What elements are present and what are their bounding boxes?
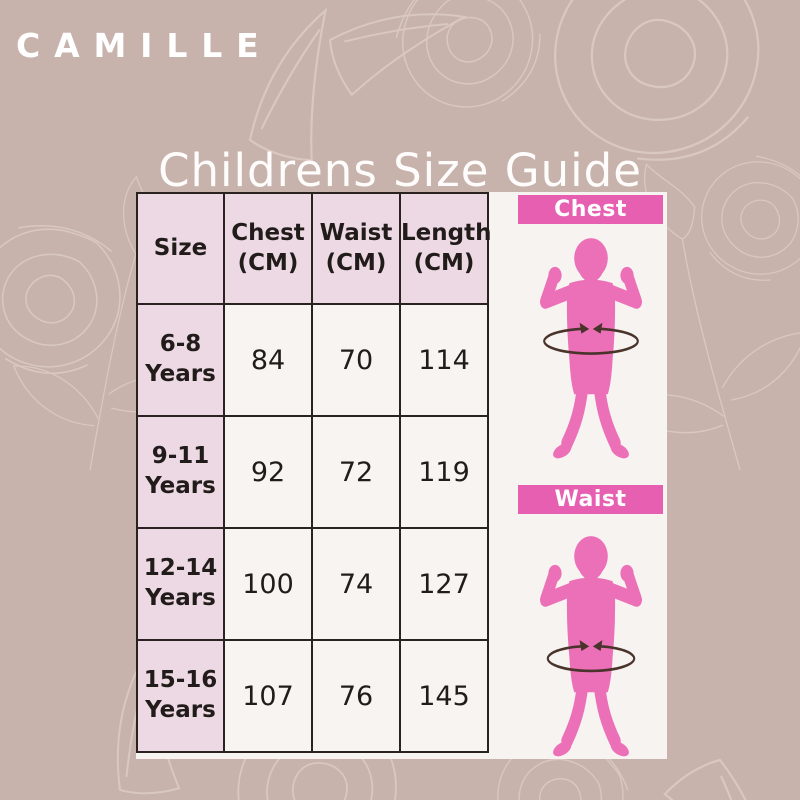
child-silhouette-waist-icon (531, 533, 651, 759)
waist-value-cell: 70 (311, 303, 401, 417)
column-header-waist: Waist (CM) (311, 192, 401, 305)
chest-banner-label: Chest (554, 197, 627, 222)
chest-banner: Chest (518, 195, 663, 224)
length-value-cell: 145 (399, 639, 489, 753)
table-row: 15-16 Years 107 76 145 (136, 639, 489, 753)
child-silhouette-chest-icon (531, 235, 651, 468)
waist-value-cell: 74 (311, 527, 401, 641)
chest-value-cell: 92 (223, 415, 313, 529)
column-header-chest: Chest (CM) (223, 192, 313, 305)
waist-value-cell: 76 (311, 639, 401, 753)
table-row: 12-14 Years 100 74 127 (136, 527, 489, 641)
chest-value-cell: 100 (223, 527, 313, 641)
table-row: 6-8 Years 84 70 114 (136, 303, 489, 417)
size-label-cell: 15-16 Years (136, 639, 225, 753)
table-header-row: Size Chest (CM) Waist (CM) Length (CM) (136, 192, 491, 305)
length-value-cell: 114 (399, 303, 489, 417)
length-value-cell: 119 (399, 415, 489, 529)
measurement-guide-panel: Chest (487, 192, 667, 759)
column-header-length: Length (CM) (399, 192, 491, 305)
size-label-cell: 6-8 Years (136, 303, 225, 417)
size-label-cell: 12-14 Years (136, 527, 225, 641)
page-title: Childrens Size Guide (158, 144, 642, 198)
brand-logo: CAMILLE (16, 26, 273, 65)
waist-banner: Waist (518, 485, 663, 514)
waist-banner-label: Waist (554, 487, 627, 512)
waist-measurement-arrows-icon (546, 640, 636, 673)
size-guide-card: Size Chest (CM) Waist (CM) Length (CM) 6-8 Y… (136, 192, 667, 759)
chest-value-cell: 107 (223, 639, 313, 753)
column-header-size: Size (136, 192, 225, 305)
chest-value-cell: 84 (223, 303, 313, 417)
waist-value-cell: 72 (311, 415, 401, 529)
table-row: 9-11 Years 92 72 119 (136, 415, 489, 529)
length-value-cell: 127 (399, 527, 489, 641)
size-table: Size Chest (CM) Waist (CM) Length (CM) 6-8 Y… (136, 192, 491, 753)
chest-measurement-arrows-icon (543, 322, 639, 355)
size-label-cell: 9-11 Years (136, 415, 225, 529)
